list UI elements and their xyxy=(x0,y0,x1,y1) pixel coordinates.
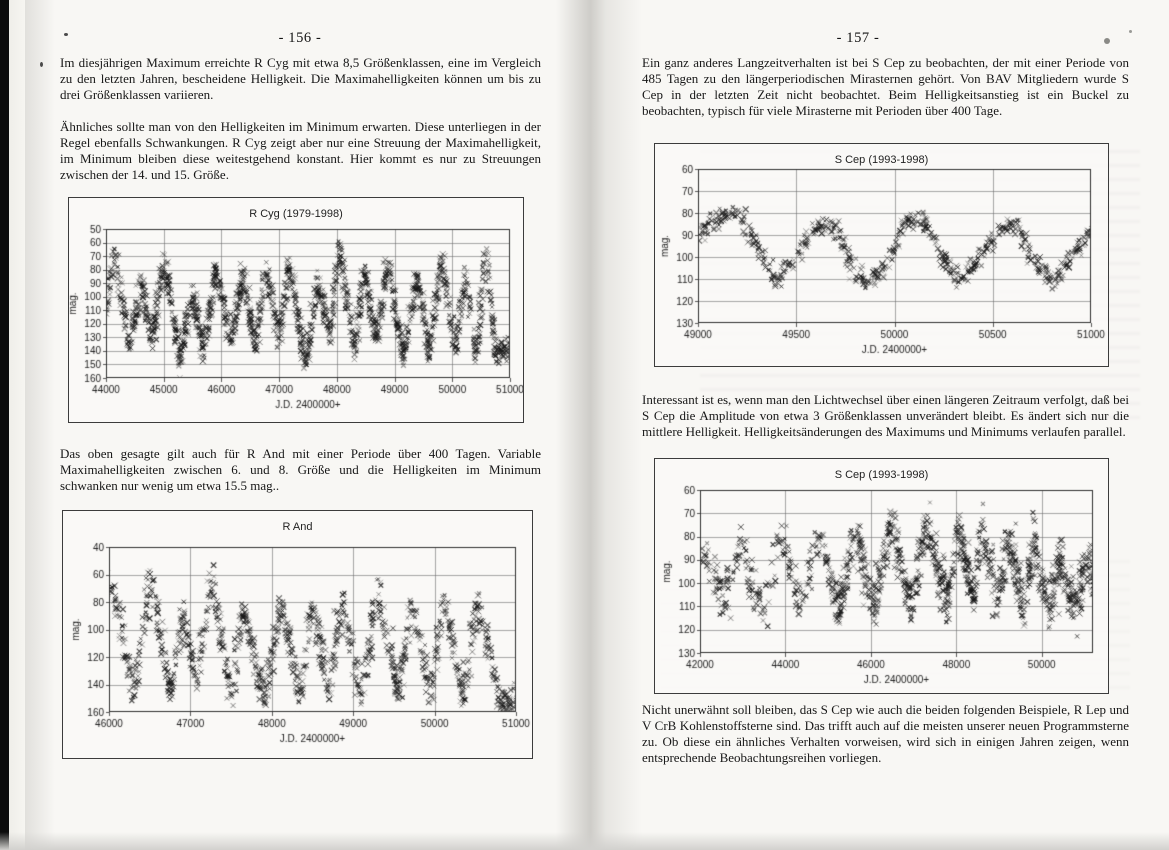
page-number: - 157 - xyxy=(836,30,880,46)
scan-speck xyxy=(1104,38,1110,44)
paragraph-scep-intro: Ein ganz anderes Langzeitverhalten ist b… xyxy=(642,55,1129,118)
scan-left-inner-edge xyxy=(9,0,25,850)
paragraph-carbon-stars: Nicht unerwähnt soll bleiben, das S Cep … xyxy=(642,702,1129,765)
paragraph-rcyg-maximum: Im diesjährigen Maximum erreichte R Cyg … xyxy=(60,55,541,102)
scan-speck xyxy=(1129,30,1132,33)
chart-r-and-canvas xyxy=(63,511,532,758)
scan-speck xyxy=(64,33,68,36)
chart-r-cyg: R Cyg (1979-1998) xyxy=(68,197,524,423)
chart-r-and: R And xyxy=(62,510,533,759)
chart-r-cyg-canvas xyxy=(69,198,523,422)
book-fold-shadow xyxy=(556,0,642,850)
paragraph-r-and: Das oben gesagte gilt auch für R And mit… xyxy=(60,446,541,493)
paragraph-rcyg-minimum: Ähnliches sollte man von den Helligkeite… xyxy=(60,119,541,182)
scan-left-page-shade xyxy=(25,0,55,850)
page-number: - 156 - xyxy=(278,30,322,46)
scan-left-black-edge xyxy=(0,0,9,850)
chart-s-cep-longterm-canvas xyxy=(655,459,1108,693)
scan-bottom-shadow xyxy=(0,832,1169,850)
chart-s-cep-recent: S Cep (1993-1998) xyxy=(654,143,1109,367)
paragraph-scep-amplitude: Interessant ist es, wenn man den Lichtwe… xyxy=(642,392,1129,439)
chart-s-cep-longterm: S Cep (1993-1998) xyxy=(654,458,1109,694)
scan-speck xyxy=(40,62,43,67)
chart-s-cep-recent-canvas xyxy=(655,144,1108,366)
